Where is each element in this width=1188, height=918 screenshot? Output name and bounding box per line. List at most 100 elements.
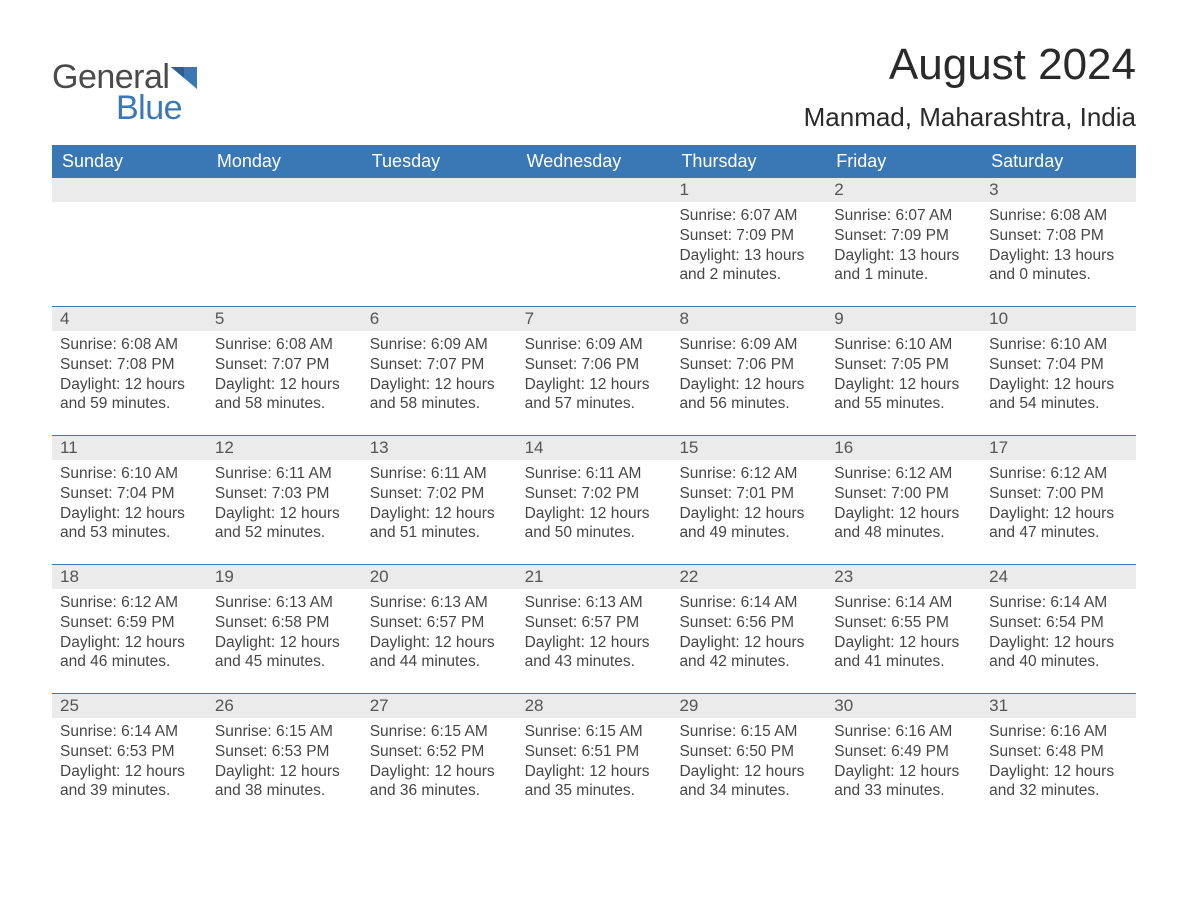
- date-number: 2: [826, 178, 981, 202]
- date-number: 23: [826, 565, 981, 589]
- sunrise-line: Sunrise: 6:15 AM: [215, 722, 354, 742]
- day-cell: [362, 178, 517, 306]
- daylight-line-1: Daylight: 12 hours: [525, 375, 664, 395]
- day-cell: 1Sunrise: 6:07 AMSunset: 7:09 PMDaylight…: [671, 178, 826, 306]
- date-number: 10: [981, 307, 1136, 331]
- location: Manmad, Maharashtra, India: [804, 102, 1136, 133]
- logo: General Blue: [52, 58, 197, 128]
- sunset-line: Sunset: 7:09 PM: [834, 226, 973, 246]
- daylight-line-1: Daylight: 12 hours: [989, 762, 1128, 782]
- sunrise-line: Sunrise: 6:13 AM: [215, 593, 354, 613]
- date-number: 25: [52, 694, 207, 718]
- week-row: 1Sunrise: 6:07 AMSunset: 7:09 PMDaylight…: [52, 178, 1136, 306]
- sunset-line: Sunset: 7:03 PM: [215, 484, 354, 504]
- day-cell: 12Sunrise: 6:11 AMSunset: 7:03 PMDayligh…: [207, 436, 362, 564]
- sunrise-line: Sunrise: 6:14 AM: [60, 722, 199, 742]
- sunrise-line: Sunrise: 6:09 AM: [370, 335, 509, 355]
- date-number: 19: [207, 565, 362, 589]
- daylight-line-2: and 49 minutes.: [679, 523, 818, 543]
- daylight-line-2: and 36 minutes.: [370, 781, 509, 801]
- day-cell: 6Sunrise: 6:09 AMSunset: 7:07 PMDaylight…: [362, 307, 517, 435]
- day-header-cell: Thursday: [671, 145, 826, 178]
- date-number: 31: [981, 694, 1136, 718]
- day-cell: 5Sunrise: 6:08 AMSunset: 7:07 PMDaylight…: [207, 307, 362, 435]
- daylight-line-1: Daylight: 13 hours: [989, 246, 1128, 266]
- sunrise-line: Sunrise: 6:16 AM: [834, 722, 973, 742]
- sunrise-line: Sunrise: 6:08 AM: [215, 335, 354, 355]
- day-cell: 14Sunrise: 6:11 AMSunset: 7:02 PMDayligh…: [517, 436, 672, 564]
- sunset-line: Sunset: 7:01 PM: [679, 484, 818, 504]
- daylight-line-1: Daylight: 12 hours: [215, 375, 354, 395]
- sunset-line: Sunset: 6:51 PM: [525, 742, 664, 762]
- date-number: 22: [671, 565, 826, 589]
- daylight-line-1: Daylight: 12 hours: [679, 375, 818, 395]
- sunset-line: Sunset: 7:04 PM: [989, 355, 1128, 375]
- sunrise-line: Sunrise: 6:15 AM: [370, 722, 509, 742]
- daylight-line-2: and 43 minutes.: [525, 652, 664, 672]
- daylight-line-2: and 35 minutes.: [525, 781, 664, 801]
- daylight-line-2: and 38 minutes.: [215, 781, 354, 801]
- daylight-line-1: Daylight: 12 hours: [215, 633, 354, 653]
- day-cell: 31Sunrise: 6:16 AMSunset: 6:48 PMDayligh…: [981, 694, 1136, 822]
- date-number: 5: [207, 307, 362, 331]
- sunset-line: Sunset: 6:50 PM: [679, 742, 818, 762]
- daylight-line-1: Daylight: 12 hours: [834, 762, 973, 782]
- day-details: Sunrise: 6:11 AMSunset: 7:02 PMDaylight:…: [517, 460, 672, 553]
- daylight-line-2: and 1 minute.: [834, 265, 973, 285]
- date-number: 29: [671, 694, 826, 718]
- day-details: Sunrise: 6:10 AMSunset: 7:04 PMDaylight:…: [981, 331, 1136, 424]
- sunset-line: Sunset: 6:56 PM: [679, 613, 818, 633]
- daylight-line-1: Daylight: 12 hours: [525, 633, 664, 653]
- daylight-line-2: and 57 minutes.: [525, 394, 664, 414]
- day-cell: 10Sunrise: 6:10 AMSunset: 7:04 PMDayligh…: [981, 307, 1136, 435]
- date-number: 14: [517, 436, 672, 460]
- sunset-line: Sunset: 7:04 PM: [60, 484, 199, 504]
- week-row: 25Sunrise: 6:14 AMSunset: 6:53 PMDayligh…: [52, 693, 1136, 822]
- sunset-line: Sunset: 7:00 PM: [989, 484, 1128, 504]
- daylight-line-2: and 41 minutes.: [834, 652, 973, 672]
- sunrise-line: Sunrise: 6:15 AM: [525, 722, 664, 742]
- day-cell: 26Sunrise: 6:15 AMSunset: 6:53 PMDayligh…: [207, 694, 362, 822]
- day-cell: 25Sunrise: 6:14 AMSunset: 6:53 PMDayligh…: [52, 694, 207, 822]
- daylight-line-1: Daylight: 12 hours: [834, 633, 973, 653]
- daylight-line-2: and 40 minutes.: [989, 652, 1128, 672]
- day-cell: 30Sunrise: 6:16 AMSunset: 6:49 PMDayligh…: [826, 694, 981, 822]
- day-details: Sunrise: 6:16 AMSunset: 6:48 PMDaylight:…: [981, 718, 1136, 811]
- sunset-line: Sunset: 7:06 PM: [525, 355, 664, 375]
- sunset-line: Sunset: 6:54 PM: [989, 613, 1128, 633]
- sunset-line: Sunset: 6:57 PM: [525, 613, 664, 633]
- daylight-line-2: and 54 minutes.: [989, 394, 1128, 414]
- day-details: Sunrise: 6:12 AMSunset: 7:00 PMDaylight:…: [826, 460, 981, 553]
- daylight-line-1: Daylight: 12 hours: [989, 375, 1128, 395]
- day-cell: [207, 178, 362, 306]
- date-number: 8: [671, 307, 826, 331]
- day-header-cell: Saturday: [981, 145, 1136, 178]
- sunset-line: Sunset: 7:08 PM: [989, 226, 1128, 246]
- daylight-line-1: Daylight: 12 hours: [834, 504, 973, 524]
- sunrise-line: Sunrise: 6:14 AM: [989, 593, 1128, 613]
- sunrise-line: Sunrise: 6:13 AM: [525, 593, 664, 613]
- day-cell: 9Sunrise: 6:10 AMSunset: 7:05 PMDaylight…: [826, 307, 981, 435]
- daylight-line-1: Daylight: 12 hours: [679, 504, 818, 524]
- day-cell: 18Sunrise: 6:12 AMSunset: 6:59 PMDayligh…: [52, 565, 207, 693]
- daylight-line-1: Daylight: 13 hours: [679, 246, 818, 266]
- sunset-line: Sunset: 7:07 PM: [370, 355, 509, 375]
- date-number: 17: [981, 436, 1136, 460]
- day-cell: 28Sunrise: 6:15 AMSunset: 6:51 PMDayligh…: [517, 694, 672, 822]
- sunset-line: Sunset: 6:57 PM: [370, 613, 509, 633]
- header: General Blue August 2024 Manmad, Maharas…: [52, 40, 1136, 133]
- week-row: 18Sunrise: 6:12 AMSunset: 6:59 PMDayligh…: [52, 564, 1136, 693]
- daylight-line-2: and 55 minutes.: [834, 394, 973, 414]
- sunrise-line: Sunrise: 6:12 AM: [679, 464, 818, 484]
- sunrise-line: Sunrise: 6:15 AM: [679, 722, 818, 742]
- sunrise-line: Sunrise: 6:12 AM: [834, 464, 973, 484]
- day-cell: 19Sunrise: 6:13 AMSunset: 6:58 PMDayligh…: [207, 565, 362, 693]
- day-cell: [52, 178, 207, 306]
- date-number: 12: [207, 436, 362, 460]
- date-number: 3: [981, 178, 1136, 202]
- day-details: Sunrise: 6:09 AMSunset: 7:06 PMDaylight:…: [671, 331, 826, 424]
- month-title: August 2024: [804, 40, 1136, 90]
- sunset-line: Sunset: 7:05 PM: [834, 355, 973, 375]
- day-header-cell: Wednesday: [517, 145, 672, 178]
- day-details: Sunrise: 6:14 AMSunset: 6:54 PMDaylight:…: [981, 589, 1136, 682]
